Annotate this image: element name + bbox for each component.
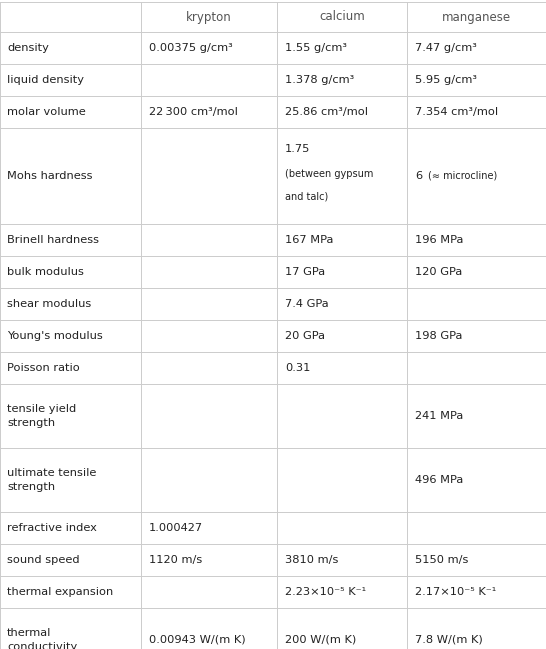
Text: sound speed: sound speed — [7, 555, 80, 565]
Text: 7.4 GPa: 7.4 GPa — [285, 299, 329, 309]
Text: Mohs hardness: Mohs hardness — [7, 171, 92, 181]
Text: 0.00943 W/(m K): 0.00943 W/(m K) — [149, 635, 246, 645]
Text: bulk modulus: bulk modulus — [7, 267, 84, 277]
Text: 5.95 g/cm³: 5.95 g/cm³ — [415, 75, 477, 85]
Text: refractive index: refractive index — [7, 523, 97, 533]
Text: manganese: manganese — [442, 10, 511, 23]
Text: density: density — [7, 43, 49, 53]
Text: 198 GPa: 198 GPa — [415, 331, 462, 341]
Text: 1.000427: 1.000427 — [149, 523, 203, 533]
Text: shear modulus: shear modulus — [7, 299, 91, 309]
Text: 167 MPa: 167 MPa — [285, 235, 333, 245]
Text: 241 MPa: 241 MPa — [415, 411, 463, 421]
Text: krypton: krypton — [186, 10, 232, 23]
Text: liquid density: liquid density — [7, 75, 84, 85]
Text: 196 MPa: 196 MPa — [415, 235, 463, 245]
Text: 25.86 cm³/mol: 25.86 cm³/mol — [285, 107, 368, 117]
Text: 2.23×10⁻⁵ K⁻¹: 2.23×10⁻⁵ K⁻¹ — [285, 587, 366, 597]
Text: 0.31: 0.31 — [285, 363, 310, 373]
Text: 3810 m/s: 3810 m/s — [285, 555, 338, 565]
Text: 496 MPa: 496 MPa — [415, 475, 463, 485]
Text: Poisson ratio: Poisson ratio — [7, 363, 80, 373]
Text: (≈ microcline): (≈ microcline) — [428, 171, 497, 181]
Text: calcium: calcium — [319, 10, 365, 23]
Text: 5150 m/s: 5150 m/s — [415, 555, 468, 565]
Text: 1.75: 1.75 — [285, 144, 310, 154]
Text: (between gypsum: (between gypsum — [285, 169, 373, 179]
Text: 7.354 cm³/mol: 7.354 cm³/mol — [415, 107, 498, 117]
Text: 1.55 g/cm³: 1.55 g/cm³ — [285, 43, 347, 53]
Text: 7.8 W/(m K): 7.8 W/(m K) — [415, 635, 483, 645]
Text: 2.17×10⁻⁵ K⁻¹: 2.17×10⁻⁵ K⁻¹ — [415, 587, 496, 597]
Text: thermal
conductivity: thermal conductivity — [7, 628, 77, 649]
Text: and talc): and talc) — [285, 192, 328, 202]
Text: 200 W/(m K): 200 W/(m K) — [285, 635, 356, 645]
Text: 7.47 g/cm³: 7.47 g/cm³ — [415, 43, 477, 53]
Text: 120 GPa: 120 GPa — [415, 267, 462, 277]
Text: 1120 m/s: 1120 m/s — [149, 555, 202, 565]
Text: 17 GPa: 17 GPa — [285, 267, 325, 277]
Text: Young's modulus: Young's modulus — [7, 331, 103, 341]
Text: 20 GPa: 20 GPa — [285, 331, 325, 341]
Text: 1.378 g/cm³: 1.378 g/cm³ — [285, 75, 354, 85]
Text: 22 300 cm³/mol: 22 300 cm³/mol — [149, 107, 238, 117]
Text: 0.00375 g/cm³: 0.00375 g/cm³ — [149, 43, 233, 53]
Text: ultimate tensile
strength: ultimate tensile strength — [7, 469, 97, 491]
Text: tensile yield
strength: tensile yield strength — [7, 404, 76, 428]
Text: 6: 6 — [415, 171, 422, 181]
Text: molar volume: molar volume — [7, 107, 86, 117]
Text: Brinell hardness: Brinell hardness — [7, 235, 99, 245]
Text: thermal expansion: thermal expansion — [7, 587, 113, 597]
